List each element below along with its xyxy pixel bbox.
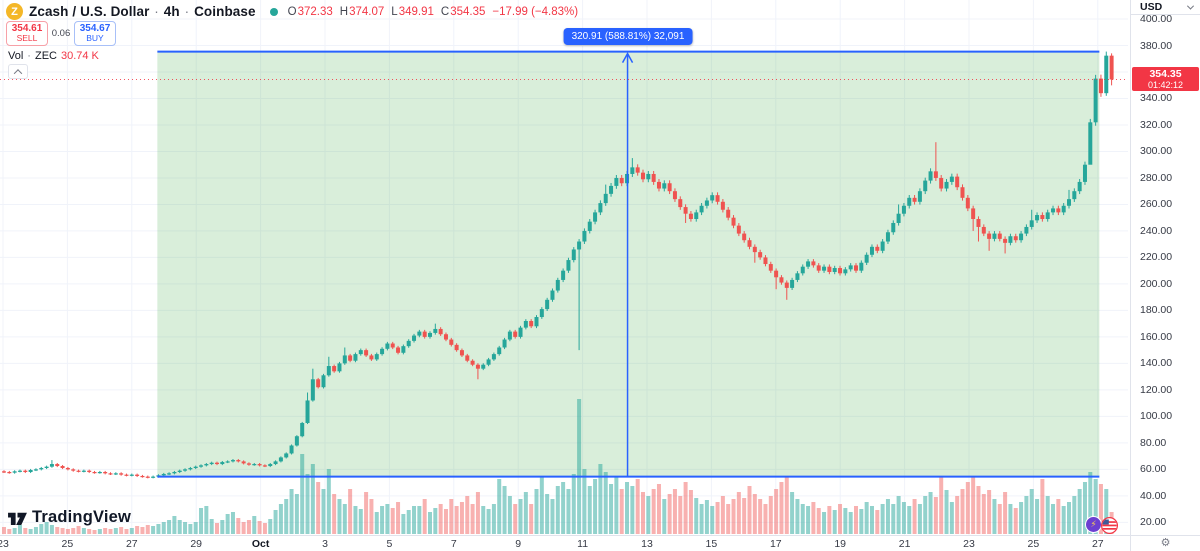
interval-selector[interactable]: 4h [163, 4, 180, 19]
price-axis-label: 180.00 [1140, 304, 1173, 317]
price-axis-label: 140.00 [1140, 357, 1173, 370]
chevron-up-icon [13, 68, 23, 78]
time-axis-label: 23 [963, 538, 975, 550]
time-axis-label: 27 [125, 538, 138, 550]
axis-corner: ⚙ [1130, 535, 1200, 551]
time-axis-label: 7 [450, 538, 457, 550]
measure-label[interactable]: 320.91 (588.81%) 32,091 [563, 28, 693, 45]
time-axis[interactable]: 23 25 27 29 Oct 3 5 7 9 11 13 15 17 19 21 23 25 27 [0, 535, 1130, 551]
high-value: 374.07 [349, 5, 385, 18]
price-axis-label: 20.00 [1140, 516, 1167, 529]
time-axis-label: 5 [386, 538, 393, 550]
zcash-logo-icon: Z [6, 3, 23, 20]
spread-value: 0.06 [51, 28, 71, 39]
bar-countdown: 01:42:12 [1147, 80, 1184, 91]
price-axis-label: 80.00 [1140, 436, 1167, 449]
time-axis-label: 27 [1091, 538, 1104, 550]
time-axis-label: 21 [898, 538, 911, 550]
gear-icon[interactable]: ⚙ [1160, 537, 1171, 549]
ohlc-values: O 372.33 H 374.07 L 349.91 C 354.35 −17.99 (… [287, 5, 579, 18]
price-axis-label: 120.00 [1140, 383, 1173, 396]
time-axis-label: 3 [322, 538, 328, 550]
candles-layer [2, 51, 1114, 479]
buy-button[interactable]: 354.67 BUY [74, 21, 116, 46]
volume-legend: Vol · ZEC 30.74 K [8, 50, 99, 62]
price-axis-label: 100.00 [1140, 410, 1173, 423]
market-status-icon[interactable] [269, 7, 278, 16]
change-value: −17.99 (−4.83%) [492, 5, 579, 18]
time-axis-label: 9 [515, 538, 522, 550]
price-axis-label: 380.00 [1140, 39, 1173, 52]
price-axis-label: 300.00 [1140, 145, 1173, 158]
last-price-badge: 354.35 01:42:12 [1132, 67, 1199, 92]
price-axis-label: 320.00 [1140, 118, 1173, 131]
price-chart[interactable] [0, 0, 1130, 535]
price-axis-label: 200.00 [1140, 277, 1173, 290]
time-axis-label: 23 [0, 538, 9, 550]
price-axis-label: 280.00 [1140, 171, 1173, 184]
open-value: 372.33 [297, 5, 333, 18]
collapse-legend-button[interactable] [8, 64, 28, 79]
close-value: 354.35 [450, 5, 486, 18]
time-axis-label: Oct [251, 538, 270, 550]
flag-sticker-icon[interactable] [1101, 517, 1118, 534]
price-axis[interactable]: USD 400.00380.00360.00340.00320.00300.00… [1130, 0, 1200, 535]
volume-value: 30.74 K [60, 50, 99, 62]
time-axis-label: 11 [577, 538, 589, 550]
price-axis-label: 260.00 [1140, 198, 1173, 211]
time-axis-label: 19 [834, 538, 847, 550]
price-axis-label: 240.00 [1140, 224, 1173, 237]
time-axis-label: 25 [61, 538, 74, 550]
sell-button[interactable]: 354.61 SELL [6, 21, 48, 46]
price-axis-label: 160.00 [1140, 330, 1173, 343]
price-axis-label: 340.00 [1140, 92, 1173, 105]
grid-layer [0, 0, 1128, 535]
symbol-name[interactable]: Zcash / U.S. Dollar [29, 4, 150, 19]
price-axis-label: 60.00 [1140, 463, 1167, 476]
price-axis-label: 400.00 [1140, 13, 1173, 25]
low-value: 349.91 [398, 5, 434, 18]
time-axis-label: 13 [641, 538, 653, 550]
tradingview-mark-icon [8, 512, 27, 526]
volume-layer [2, 399, 1114, 534]
trade-panel: 354.61 SELL 0.06 354.67 BUY [6, 21, 116, 46]
tradingview-logo[interactable]: TradingView [8, 508, 131, 527]
price-axis-label: 40.00 [1140, 489, 1167, 502]
time-axis-label: 29 [190, 538, 203, 550]
price-axis-label: 220.00 [1140, 251, 1173, 264]
measure-lines-layer [157, 50, 1100, 478]
time-axis-label: 25 [1027, 538, 1040, 550]
currency-selector[interactable]: USD [1131, 0, 1200, 15]
time-axis-label: 15 [705, 538, 718, 550]
chevron-down-icon [1186, 2, 1195, 10]
exchange-name[interactable]: Coinbase [194, 4, 256, 19]
symbol-title: Zcash / U.S. Dollar · 4h · Coinbase [29, 4, 256, 19]
lightning-sticker-icon[interactable]: ⚡ [1085, 516, 1102, 533]
time-axis-label: 17 [769, 538, 782, 550]
measure-region[interactable] [157, 51, 1100, 477]
